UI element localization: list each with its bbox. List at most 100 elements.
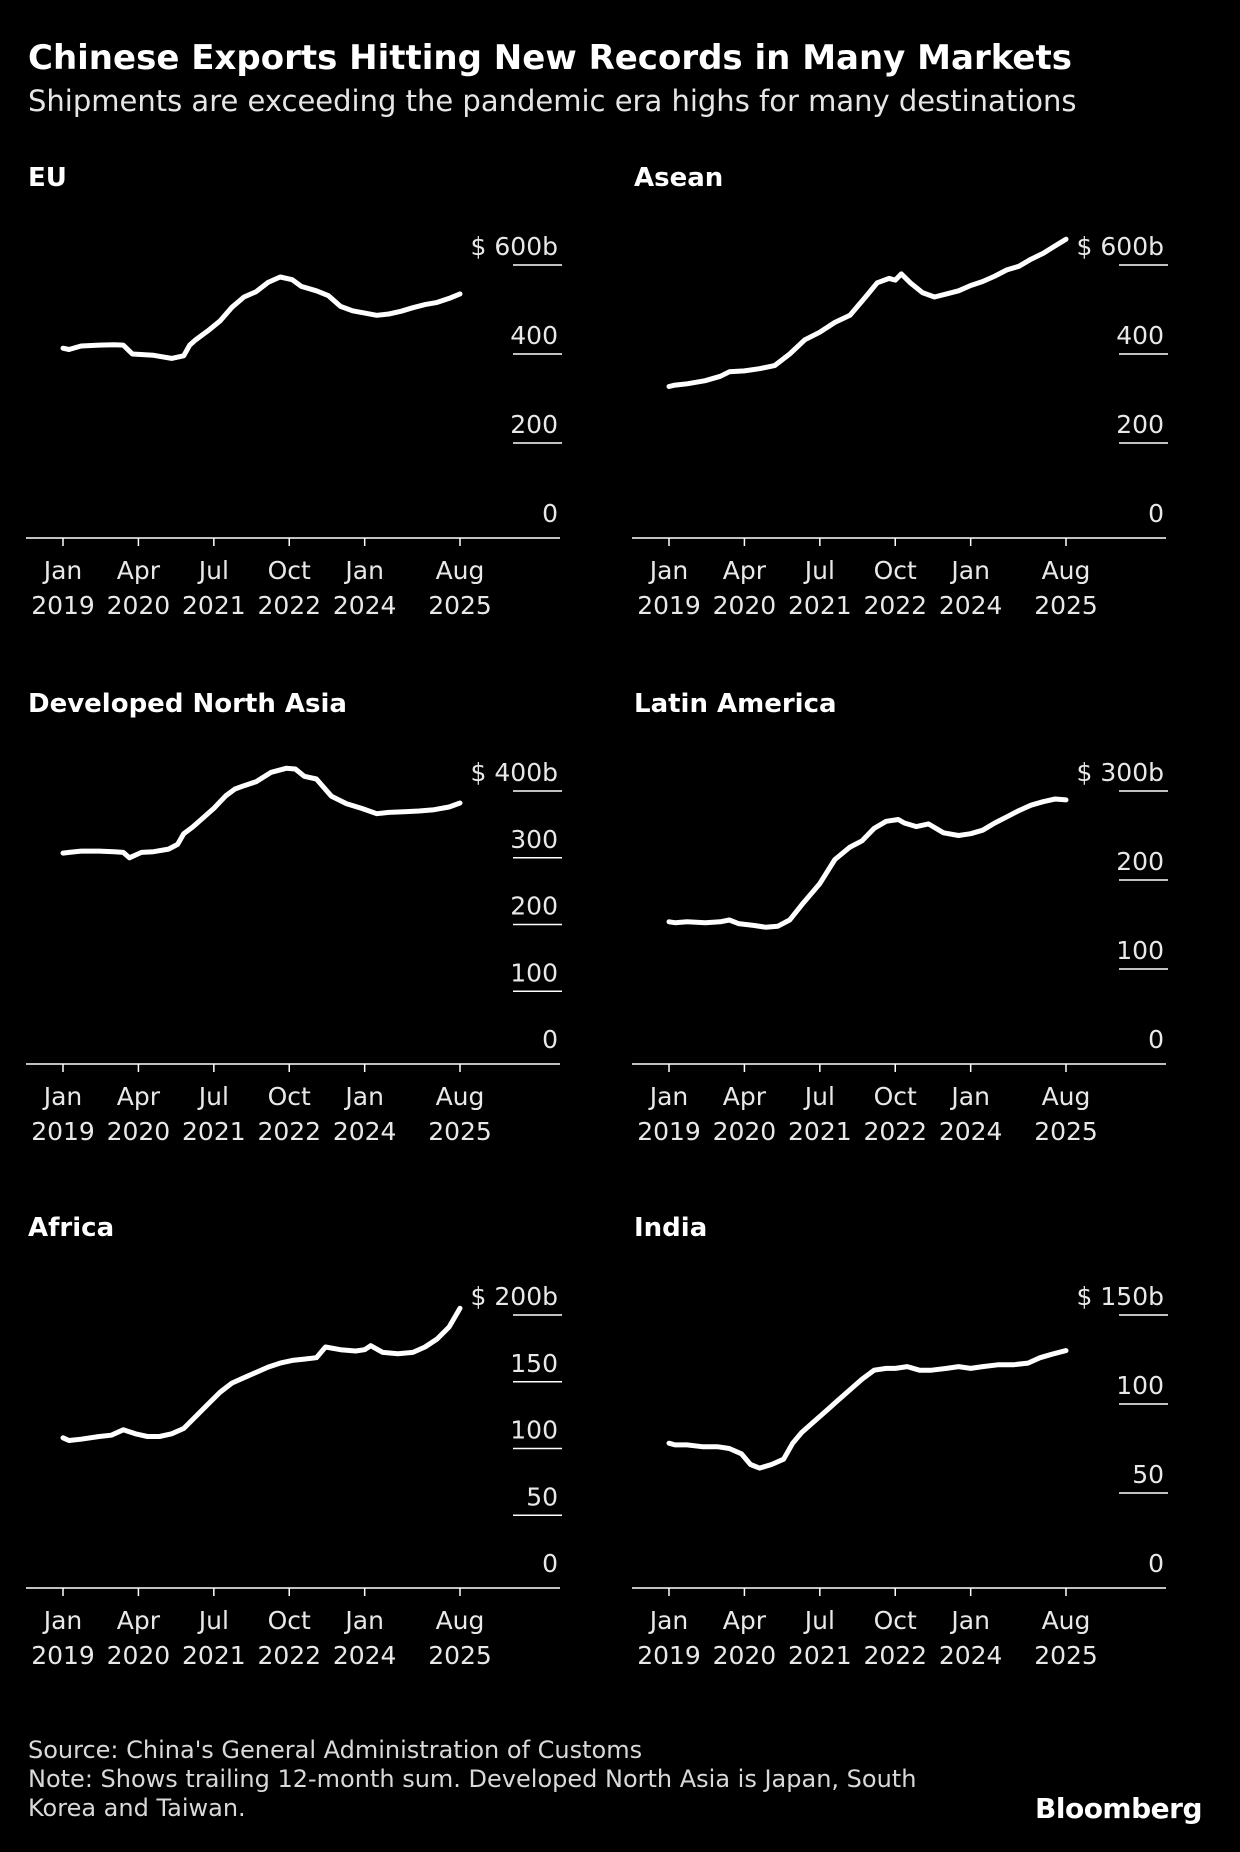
x-tick-year-eu: 2024 <box>333 591 397 620</box>
y-tick-label-africa: $ 200b <box>471 1282 558 1311</box>
y-tick-label-asean: $ 600b <box>1077 232 1164 261</box>
x-tick-year-india: 2022 <box>863 1641 927 1670</box>
x-tick-month-developed-north-asia: Jul <box>197 1082 229 1111</box>
y-tick-label-latin-america: 200 <box>1116 847 1164 876</box>
y-tick-label-asean: 200 <box>1116 410 1164 439</box>
x-tick-month-asean: Jan <box>648 556 689 585</box>
x-tick-month-africa: Aug <box>436 1606 485 1635</box>
x-tick-year-eu: 2019 <box>31 591 95 620</box>
x-tick-year-eu: 2020 <box>107 591 171 620</box>
x-tick-month-eu: Jan <box>343 556 384 585</box>
panel-title-developed-north-asia: Developed North Asia <box>28 689 347 719</box>
x-tick-month-asean: Jan <box>949 556 990 585</box>
x-tick-year-latin-america: 2021 <box>788 1117 852 1146</box>
source-note: Source: China's General Administration o… <box>28 1736 643 1764</box>
panel-title-asean: Asean <box>634 163 723 193</box>
x-tick-month-africa: Jul <box>197 1606 229 1635</box>
x-tick-year-latin-america: 2019 <box>637 1117 701 1146</box>
series-line-latin-america <box>666 796 1069 930</box>
x-tick-month-developed-north-asia: Apr <box>117 1082 161 1111</box>
y-tick-label-india: 50 <box>1132 1460 1164 1489</box>
y-tick-label-eu: $ 600b <box>471 232 558 261</box>
x-tick-month-africa: Oct <box>268 1606 311 1635</box>
y-tick-label-eu: 200 <box>510 410 558 439</box>
x-tick-year-asean: 2021 <box>788 591 852 620</box>
x-tick-year-developed-north-asia: 2020 <box>107 1117 171 1146</box>
y-tick-label-asean: 0 <box>1148 499 1164 528</box>
x-tick-year-latin-america: 2025 <box>1034 1117 1098 1146</box>
x-tick-year-eu: 2022 <box>257 591 321 620</box>
page-subtitle: Shipments are exceeding the pandemic era… <box>28 84 1077 118</box>
note-line-2: Korea and Taiwan. <box>28 1794 246 1822</box>
panel-title-india: India <box>634 1213 707 1243</box>
x-tick-month-eu: Oct <box>268 556 311 585</box>
x-tick-month-india: Jan <box>949 1606 990 1635</box>
x-tick-month-asean: Jul <box>803 556 835 585</box>
x-tick-month-eu: Aug <box>436 556 485 585</box>
x-tick-month-latin-america: Jul <box>803 1082 835 1111</box>
x-tick-month-india: Jul <box>803 1606 835 1635</box>
x-tick-year-asean: 2022 <box>863 591 927 620</box>
x-tick-month-india: Oct <box>874 1606 917 1635</box>
x-tick-year-eu: 2021 <box>182 591 246 620</box>
x-tick-year-africa: 2021 <box>182 1641 246 1670</box>
x-tick-year-asean: 2025 <box>1034 591 1098 620</box>
x-tick-month-developed-north-asia: Jan <box>42 1082 83 1111</box>
x-tick-month-africa: Jan <box>42 1606 83 1635</box>
x-tick-year-developed-north-asia: 2021 <box>182 1117 246 1146</box>
note-line-1: Note: Shows trailing 12-month sum. Devel… <box>28 1765 917 1793</box>
x-tick-year-india: 2021 <box>788 1641 852 1670</box>
y-tick-label-developed-north-asia: 300 <box>510 825 558 854</box>
x-tick-year-africa: 2024 <box>333 1641 397 1670</box>
footer: Source: China's General Administration o… <box>28 1736 916 1823</box>
y-tick-label-eu: 0 <box>542 499 558 528</box>
y-tick-label-india: 0 <box>1148 1549 1164 1578</box>
x-tick-month-latin-america: Jan <box>648 1082 689 1111</box>
x-tick-month-africa: Apr <box>117 1606 161 1635</box>
x-tick-month-india: Apr <box>723 1606 767 1635</box>
x-tick-month-eu: Jul <box>197 556 229 585</box>
series-line-africa <box>60 1305 463 1443</box>
x-tick-month-eu: Jan <box>42 556 83 585</box>
y-tick-label-africa: 0 <box>542 1549 558 1578</box>
y-tick-label-india: 100 <box>1116 1371 1164 1400</box>
y-tick-label-developed-north-asia: $ 400b <box>471 758 558 787</box>
x-tick-year-developed-north-asia: 2022 <box>257 1117 321 1146</box>
y-tick-label-africa: 150 <box>510 1349 558 1378</box>
series-line-eu <box>60 274 463 361</box>
x-tick-year-developed-north-asia: 2019 <box>31 1117 95 1146</box>
x-tick-month-eu: Apr <box>117 556 161 585</box>
x-tick-year-africa: 2025 <box>428 1641 492 1670</box>
x-tick-year-india: 2020 <box>713 1641 777 1670</box>
x-tick-year-latin-america: 2020 <box>713 1117 777 1146</box>
x-tick-year-africa: 2019 <box>31 1641 95 1670</box>
x-tick-year-latin-america: 2024 <box>939 1117 1003 1146</box>
x-tick-month-india: Jan <box>648 1606 689 1635</box>
x-tick-month-developed-north-asia: Oct <box>268 1082 311 1111</box>
x-tick-month-developed-north-asia: Jan <box>343 1082 384 1111</box>
panel-title-eu: EU <box>28 163 67 193</box>
x-tick-year-asean: 2019 <box>637 591 701 620</box>
series-line-developed-north-asia <box>60 765 463 861</box>
x-tick-month-africa: Jan <box>343 1606 384 1635</box>
x-tick-year-developed-north-asia: 2024 <box>333 1117 397 1146</box>
y-tick-label-africa: 100 <box>510 1416 558 1445</box>
x-tick-year-india: 2025 <box>1034 1641 1098 1670</box>
x-tick-month-asean: Oct <box>874 556 917 585</box>
x-tick-year-developed-north-asia: 2025 <box>428 1117 492 1146</box>
x-tick-month-asean: Aug <box>1042 556 1091 585</box>
y-tick-label-africa: 50 <box>526 1482 558 1511</box>
y-tick-label-asean: 400 <box>1116 321 1164 350</box>
y-tick-label-eu: 400 <box>510 321 558 350</box>
x-tick-year-africa: 2022 <box>257 1641 321 1670</box>
x-tick-year-latin-america: 2022 <box>863 1117 927 1146</box>
x-tick-month-latin-america: Jan <box>949 1082 990 1111</box>
panel-title-africa: Africa <box>28 1213 114 1243</box>
x-tick-year-india: 2024 <box>939 1641 1003 1670</box>
y-tick-label-latin-america: $ 300b <box>1077 758 1164 787</box>
x-tick-year-africa: 2020 <box>107 1641 171 1670</box>
x-tick-month-india: Aug <box>1042 1606 1091 1635</box>
y-tick-label-india: $ 150b <box>1077 1282 1164 1311</box>
series-line-india <box>666 1348 1069 1471</box>
